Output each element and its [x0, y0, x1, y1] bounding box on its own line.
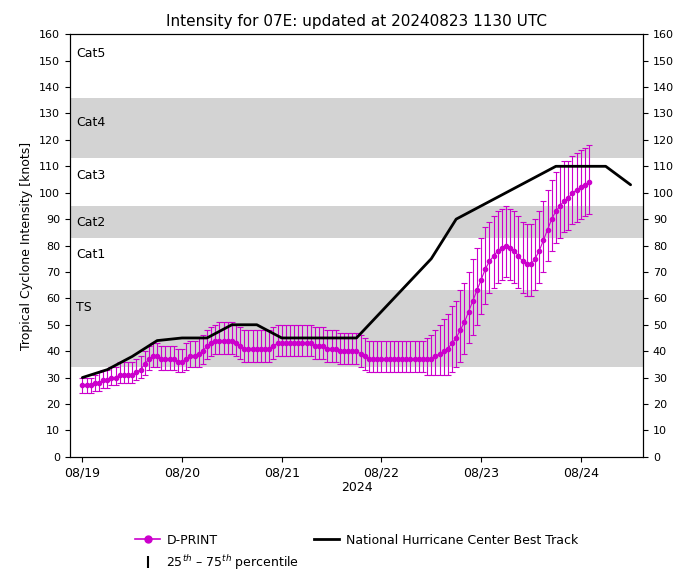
- Text: Cat2: Cat2: [76, 216, 106, 230]
- Text: Cat4: Cat4: [76, 116, 106, 129]
- Text: Cat1: Cat1: [76, 248, 106, 261]
- Legend: D-PRINT, $25^{th}$ – $75^{th}$ percentile, National Hurricane Center Best Track: D-PRINT, $25^{th}$ – $75^{th}$ percentil…: [130, 529, 583, 571]
- Bar: [70, 291, 643, 367]
- Y-axis label: Tropical Cyclone Intensity [knots]: Tropical Cyclone Intensity [knots]: [20, 142, 34, 349]
- X-axis label: 2024: 2024: [340, 481, 373, 494]
- Bar: [70, 98, 643, 158]
- Text: Cat5: Cat5: [76, 47, 106, 61]
- Text: TS: TS: [76, 301, 92, 314]
- Text: Cat3: Cat3: [76, 169, 106, 182]
- Title: Intensity for 07E: updated at 20240823 1130 UTC: Intensity for 07E: updated at 20240823 1…: [166, 14, 547, 29]
- Bar: [70, 206, 643, 238]
